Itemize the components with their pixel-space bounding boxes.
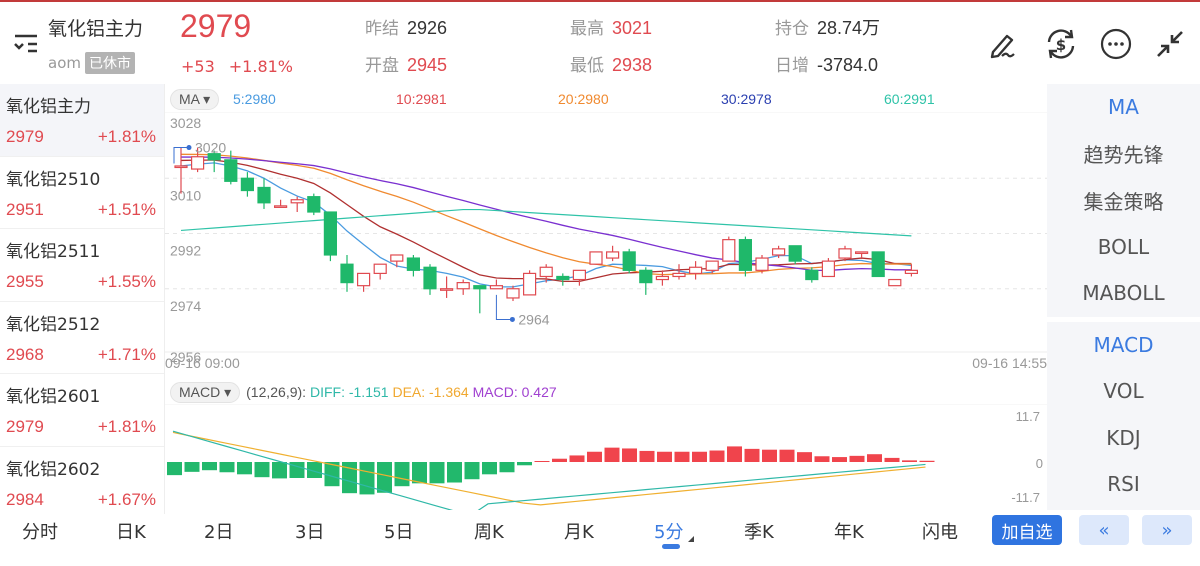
tab-2day[interactable]: 2日 — [204, 522, 234, 543]
tab-5min[interactable]: 5分 — [654, 522, 684, 543]
stat-low: 最低 2938 — [570, 55, 653, 76]
ma30-value: 30:2978 — [721, 91, 772, 107]
currency-exchange-icon[interactable]: $ — [1043, 26, 1079, 62]
item-pct: +1.55% — [97, 272, 156, 291]
svg-text:09-16 14:55: 09-16 14:55 — [972, 355, 1047, 371]
ma-indicator-dropdown[interactable]: MA ▾ — [170, 88, 220, 110]
item-price: 2955 — [6, 272, 44, 291]
price-change: +53 +1.81% — [181, 57, 293, 76]
contract-item[interactable]: 氧化铝2602 2984 +1.67% — [6, 459, 156, 509]
macd-indicator-dropdown[interactable]: MACD ▾ — [170, 381, 241, 403]
item-pct: +1.81% — [97, 417, 156, 436]
contract-item[interactable]: 氧化铝主力 2979 +1.81% — [0, 84, 164, 157]
quote-header: 氧化铝主力 aom 已休市 2979 +53 +1.81% 昨结 2926 开盘 29… — [0, 2, 1200, 84]
item-price: 2979 — [6, 417, 44, 436]
stat-high: 最高 3021 — [570, 18, 653, 39]
add-watchlist-button[interactable]: 加自选 — [992, 515, 1062, 545]
contract-item[interactable]: 氧化铝2510 2951 +1.51% — [0, 157, 164, 229]
svg-text:2974: 2974 — [170, 298, 201, 314]
ma5-value: 5:2980 — [233, 91, 276, 107]
item-price: 2984 — [6, 489, 44, 509]
tab-weekly[interactable]: 周K — [474, 522, 504, 543]
macd-chart[interactable]: 11.7 0 -11.7 — [165, 404, 1047, 510]
indicator-maboll[interactable]: MABOLL — [1082, 281, 1165, 306]
tab-quarterly[interactable]: 季K — [744, 522, 774, 543]
stat-open: 开盘 2945 — [365, 55, 448, 76]
svg-text:11.7: 11.7 — [1016, 409, 1040, 424]
indicator-panel: MA 趋势先锋 集金策略 BOLL MABOLL MACD VOL KDJ RS… — [1047, 84, 1200, 510]
indicator-rsi[interactable]: RSI — [1107, 472, 1140, 497]
divider — [1047, 316, 1200, 322]
indicator-fund-strategy[interactable]: 集金策略 — [1083, 189, 1164, 214]
item-pct: +1.67% — [97, 489, 156, 509]
item-pct: +1.81% — [97, 127, 156, 146]
contract-item[interactable]: 氧化铝2511 2955 +1.55% — [0, 229, 164, 302]
svg-text:2964: 2964 — [518, 311, 549, 327]
item-price: 2979 — [6, 127, 44, 146]
dea-value: DEA: -1.364 — [392, 384, 469, 400]
item-pct: +1.51% — [97, 199, 156, 219]
menu-list-icon[interactable] — [12, 32, 40, 56]
last-price: 2979 — [180, 8, 252, 44]
contract-item[interactable]: 氧化铝2601 2979 +1.81% — [0, 374, 164, 447]
indicator-ma[interactable]: MA — [1108, 95, 1139, 120]
macd-legend: MACD ▾ (12,26,9): DIFF: -1.151 DEA: -1.3… — [170, 381, 557, 403]
candlestick-chart[interactable]: 3028 3010 2992 2974 2956 3020 2964 09-16 09:00 0… — [165, 112, 1047, 380]
svg-text:09-16 09:00: 09-16 09:00 — [165, 355, 240, 371]
svg-text:3020: 3020 — [195, 140, 226, 156]
prev-button[interactable]: « — [1079, 515, 1129, 545]
svg-text:2956: 2956 — [170, 349, 201, 365]
svg-text:2992: 2992 — [170, 243, 201, 259]
diff-value: DIFF: -1.151 — [309, 384, 389, 400]
contract-list: 氧化铝主力 2979 +1.81% 氧化铝2510 2951 +1.51% 氧化铝2… — [0, 84, 165, 514]
chart-area[interactable]: MA ▾ 5:2980 10:2981 20:2980 30:2978 60:2… — [165, 84, 1047, 510]
item-price: 2951 — [6, 199, 44, 219]
contract-title: 氧化铝主力 — [48, 18, 144, 40]
tab-yearly[interactable]: 年K — [834, 522, 864, 543]
change-value: +53 — [181, 57, 215, 76]
period-tabs: 分时 日K 2日 3日 5日 周K 月K 5分 季K 年K 闪电 加自选 « » — [0, 510, 1200, 566]
market-status-badge: 已休市 — [84, 52, 135, 74]
indicator-trend-pioneer[interactable]: 趋势先锋 — [1083, 143, 1164, 168]
change-percent: +1.81% — [228, 57, 293, 76]
tab-flash[interactable]: 闪电 — [922, 522, 958, 543]
stat-prev-settle: 昨结 2926 — [365, 18, 448, 39]
svg-text:$: $ — [1056, 36, 1066, 54]
indicator-macd[interactable]: MACD — [1093, 332, 1154, 357]
tab-5day[interactable]: 5日 — [384, 522, 414, 543]
stat-open-interest: 持仓 28.74万 — [775, 18, 881, 39]
contract-item[interactable]: 氧化铝2512 2968 +1.71% — [0, 302, 164, 374]
top-accent-line — [0, 0, 1200, 2]
ma10-value: 10:2981 — [396, 91, 447, 107]
tab-monthly[interactable]: 月K — [564, 522, 594, 543]
ma20-value: 20:2980 — [558, 91, 609, 107]
indicator-kdj[interactable]: KDJ — [1106, 425, 1141, 450]
ma60-value: 60:2991 — [884, 91, 935, 107]
stat-daily-change: 日增 -3784.0 — [775, 55, 879, 76]
tab-daily[interactable]: 日K — [116, 522, 146, 543]
draw-icon[interactable] — [985, 26, 1021, 62]
indicator-vol[interactable]: VOL — [1103, 379, 1144, 404]
item-price: 2968 — [6, 344, 44, 364]
ma-legend: MA ▾ 5:2980 10:2981 20:2980 30:2978 60:2… — [170, 88, 970, 110]
svg-text:-11.7: -11.7 — [1011, 490, 1040, 505]
item-pct: +1.71% — [97, 344, 156, 364]
tab-3day[interactable]: 3日 — [295, 522, 325, 543]
tab-5min-dropdown-icon[interactable] — [688, 536, 694, 542]
collapse-icon[interactable] — [1152, 26, 1188, 62]
contract-subtitle: aom 已休市 — [48, 52, 135, 74]
svg-text:3028: 3028 — [170, 115, 201, 131]
indicator-boll[interactable]: BOLL — [1097, 234, 1150, 259]
more-icon[interactable] — [1098, 26, 1134, 62]
active-tab-indicator — [662, 544, 680, 549]
svg-text:3010: 3010 — [170, 187, 201, 203]
next-button[interactable]: » — [1142, 515, 1192, 545]
tab-intraday[interactable]: 分时 — [22, 522, 58, 543]
svg-text:0: 0 — [1036, 456, 1043, 471]
macd-value: MACD: 0.427 — [472, 384, 557, 400]
contract-code: aom — [48, 54, 81, 72]
